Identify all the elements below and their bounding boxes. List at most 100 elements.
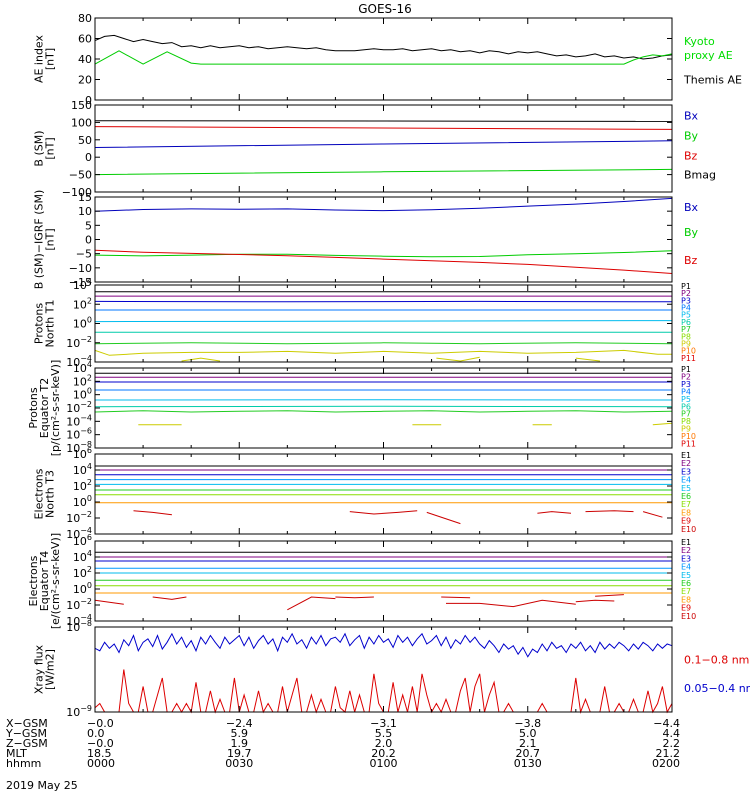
series-xray-0 xyxy=(94,632,673,658)
series-bigrf-0 xyxy=(94,197,673,212)
footer-row-label: Z−GSM xyxy=(6,737,48,750)
y-axis-label: North T3 xyxy=(44,470,57,518)
series-bsm-1 xyxy=(94,126,673,130)
series-ae-0 xyxy=(94,34,673,60)
footer-value: 20.7 xyxy=(516,747,541,760)
footer-value: −4.4 xyxy=(653,717,680,730)
series-eeq-9 xyxy=(152,596,187,600)
y-axis-label: [p/(cm²-s-sr-keV)] xyxy=(49,360,62,457)
legend-entry: proxy AE xyxy=(684,49,733,62)
channel-label: P6 xyxy=(681,402,691,411)
footer-row-label: MLT xyxy=(6,747,27,760)
series-eeq-8 xyxy=(94,599,124,605)
y-tick-label: 10−4 xyxy=(66,413,92,428)
channel-label: P9 xyxy=(681,425,691,434)
y-tick-label: 10−4 xyxy=(66,354,92,369)
channel-label: E10 xyxy=(681,612,696,621)
channel-label: P7 xyxy=(681,325,691,334)
series-pnorth-7 xyxy=(94,349,672,356)
y-axis-label: Xray flux xyxy=(33,644,46,694)
y-axis-label: Equator T4 xyxy=(38,551,51,611)
legend-entry: Bz xyxy=(684,149,698,162)
y-tick-label: 100 xyxy=(73,316,92,331)
series-pnorth-8 xyxy=(181,357,221,362)
y-axis-label: [W/m2] xyxy=(44,649,57,690)
y-axis-label: Equator T2 xyxy=(38,378,51,438)
channel-label: E6 xyxy=(681,579,691,588)
y-tick-label: 150 xyxy=(71,99,92,112)
channel-label: P10 xyxy=(681,432,696,441)
footer-value: 1.9 xyxy=(231,737,249,750)
y-tick-label: 102 xyxy=(73,296,92,311)
y-axis-label: [e/(cm²-s-sr-keV)] xyxy=(49,533,62,629)
footer-date: 2019 May 25 xyxy=(6,779,78,792)
legend-entry: Kyoto xyxy=(684,35,715,48)
y-tick-label: 100 xyxy=(73,387,92,402)
series-peq-10 xyxy=(652,422,673,426)
footer-row-label: hhmm xyxy=(6,757,41,770)
channel-label: E8 xyxy=(681,595,691,604)
y-tick-label: 104 xyxy=(73,360,92,375)
footer-value: 0100 xyxy=(370,757,398,770)
footer-value: 2.0 xyxy=(375,737,393,750)
footer-value: 21.2 xyxy=(656,747,681,760)
y-tick-label: 10−8 xyxy=(66,440,92,455)
y-axis-label: [nT] xyxy=(44,137,57,159)
channel-label: E7 xyxy=(681,500,691,509)
channel-label: P5 xyxy=(681,311,691,320)
y-tick-label: 10−9 xyxy=(66,704,92,719)
channel-label: E3 xyxy=(681,554,691,563)
channel-label: P9 xyxy=(681,339,691,348)
y-tick-label: 10−2 xyxy=(66,597,92,612)
series-ae-1 xyxy=(94,50,673,65)
y-tick-label: −100 xyxy=(62,186,92,199)
y-tick-label: 10−8 xyxy=(66,619,92,634)
footer-value: −0.0 xyxy=(87,717,114,730)
channel-label: E7 xyxy=(681,587,691,596)
legend-entry: 0.05−0.4 nm xyxy=(684,682,750,695)
series-enorth-8 xyxy=(133,510,172,516)
series-enorth-12 xyxy=(585,510,634,513)
footer-row-label: X−GSM xyxy=(6,717,48,730)
series-pnorth-10 xyxy=(575,357,600,362)
legend-entry: Bz xyxy=(684,254,698,267)
channel-label: P7 xyxy=(681,410,691,419)
y-tick-label: 20 xyxy=(78,74,92,87)
legend-entry: Bmag xyxy=(684,169,716,182)
y-tick-label: 15 xyxy=(78,191,92,204)
series-peq-6 xyxy=(94,410,673,413)
y-tick-label: 80 xyxy=(78,12,92,25)
y-tick-label: 100 xyxy=(71,116,92,129)
series-eeq-13 xyxy=(446,599,576,608)
y-tick-label: 10−4 xyxy=(66,613,92,628)
legend-entry: Bx xyxy=(684,109,699,122)
y-axis-label: North T1 xyxy=(44,300,57,348)
y-tick-label: 40 xyxy=(78,53,92,66)
y-tick-label: 10−4 xyxy=(66,526,92,541)
y-tick-label: −50 xyxy=(69,169,92,182)
footer-value: 5.0 xyxy=(519,727,537,740)
footer-value: 20.2 xyxy=(371,747,396,760)
channel-label: P8 xyxy=(681,332,691,341)
y-tick-label: 102 xyxy=(73,565,92,580)
y-tick-label: 104 xyxy=(73,277,92,292)
series-enorth-13 xyxy=(642,511,663,518)
series-eeq-14 xyxy=(575,599,615,603)
series-xray-1 xyxy=(94,669,673,714)
channel-label: E1 xyxy=(681,538,691,547)
y-axis-label: [nT] xyxy=(44,48,57,70)
y-tick-label: 50 xyxy=(78,134,92,147)
y-axis-label: [nT] xyxy=(44,228,57,250)
y-tick-label: 60 xyxy=(78,33,92,46)
series-eeq-10 xyxy=(287,596,336,611)
series-eeq-11 xyxy=(335,596,374,599)
series-pnorth-4 xyxy=(94,320,673,323)
y-tick-label: 0 xyxy=(85,94,92,107)
legend-entry: By xyxy=(684,129,699,142)
